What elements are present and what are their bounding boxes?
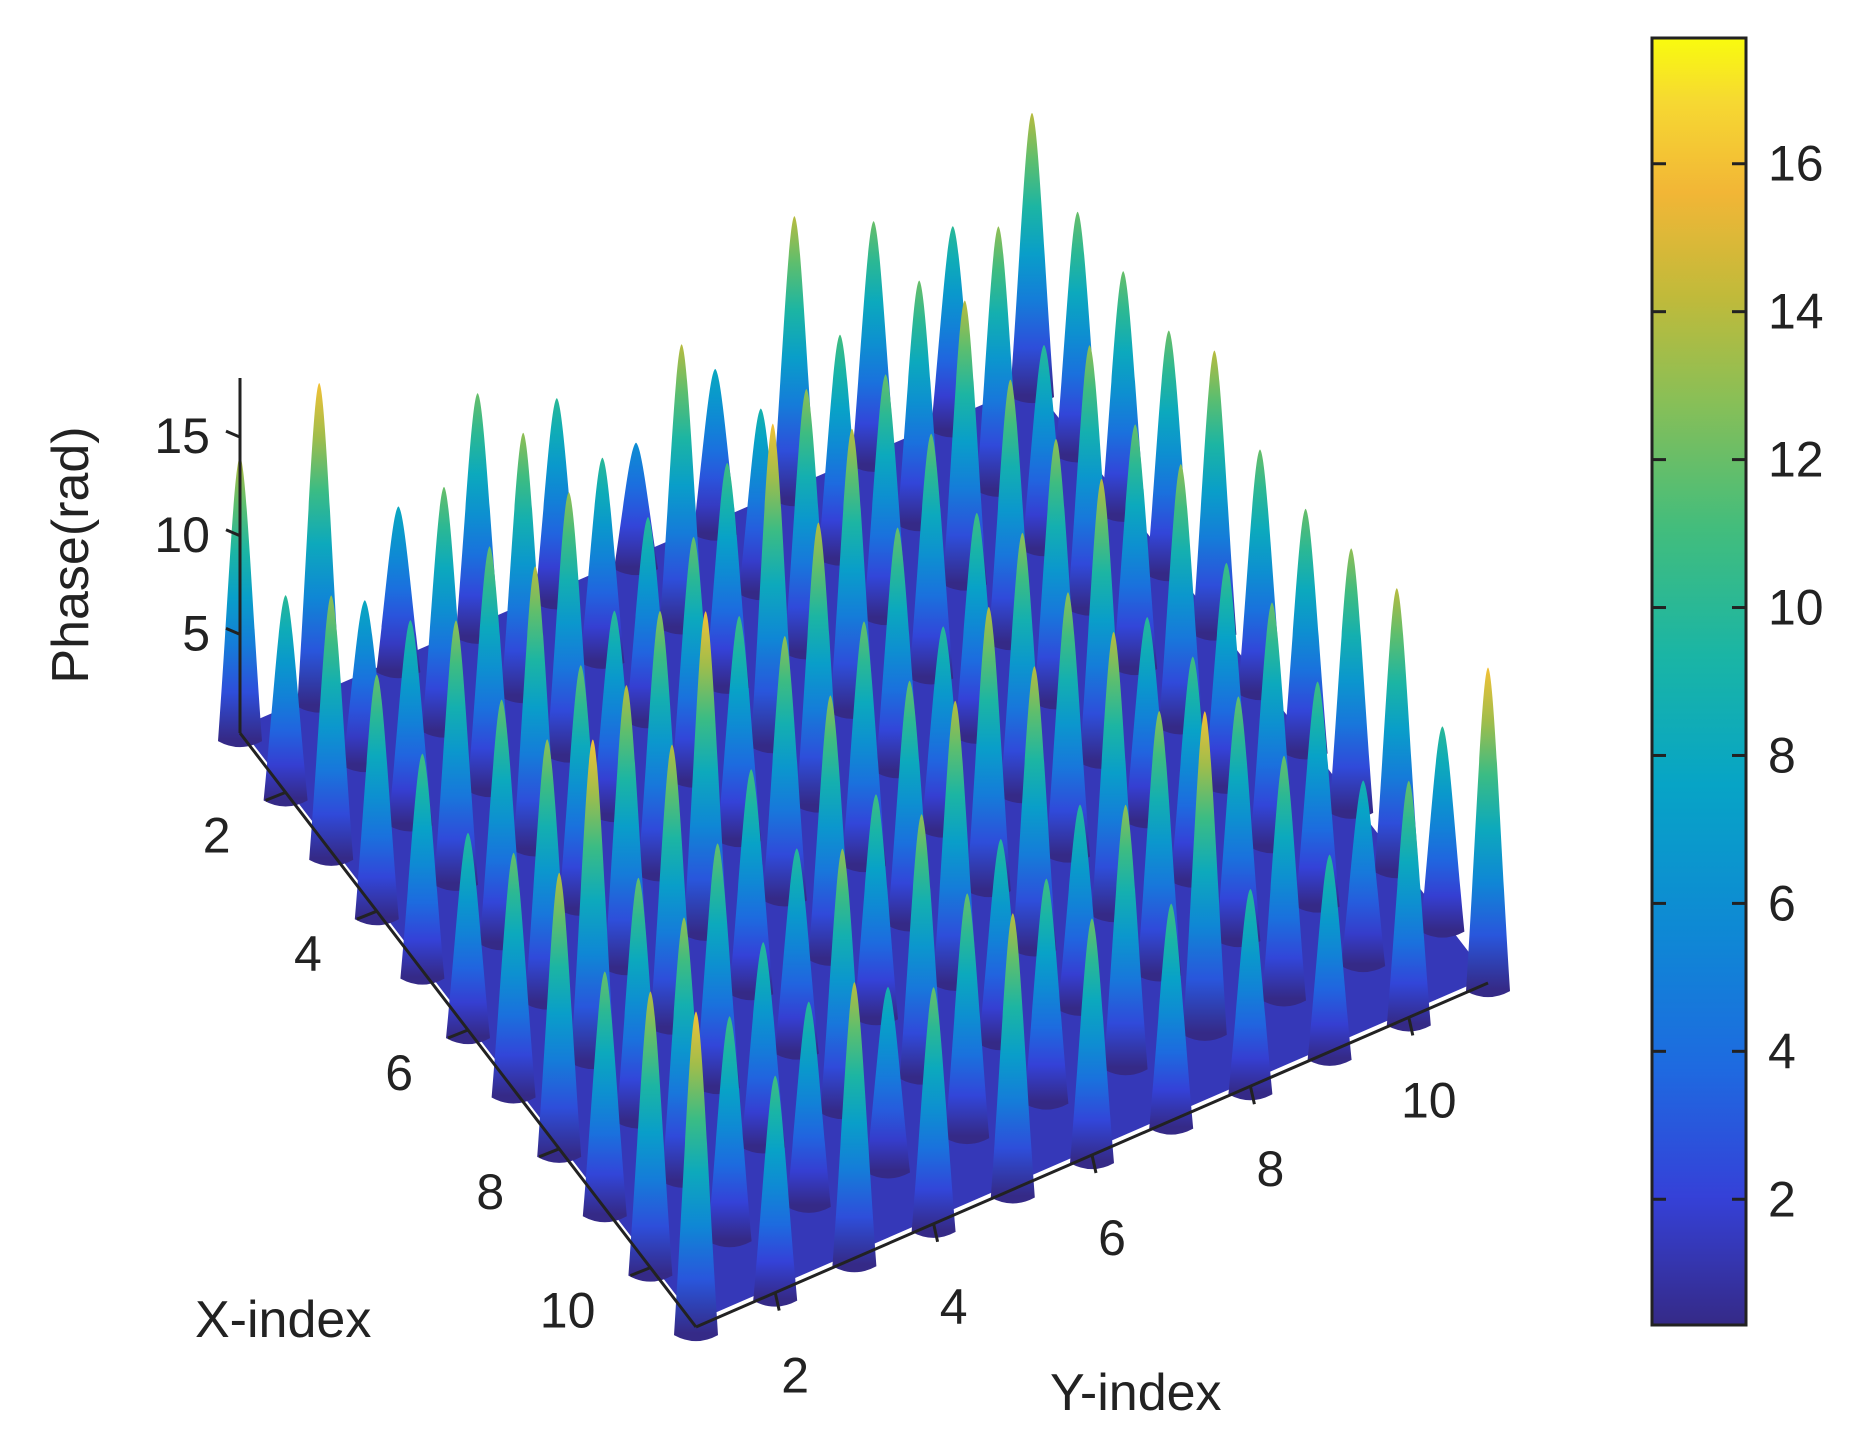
y-tick-label: 8 bbox=[1256, 1141, 1284, 1197]
colorbar-tick-label: 8 bbox=[1768, 727, 1796, 783]
colorbar-tick-label: 2 bbox=[1768, 1171, 1796, 1227]
z-ticks: 5 10 15 bbox=[154, 408, 241, 661]
colorbar-ticks: 2 4 6 8 10 12 14 16 bbox=[1652, 136, 1824, 1227]
x-tick-label: 2 bbox=[203, 807, 231, 863]
surface-peak bbox=[707, 1016, 752, 1248]
z-tick-label: 15 bbox=[154, 408, 210, 464]
y-tick-mark bbox=[773, 1292, 781, 1311]
y-tick-label: 10 bbox=[1401, 1072, 1457, 1128]
surface-peak bbox=[1307, 854, 1352, 1066]
surface-peak bbox=[854, 794, 898, 1026]
colorbar-tick-label: 16 bbox=[1768, 136, 1824, 192]
y-axis-title: Y-index bbox=[1050, 1364, 1222, 1422]
surface-peak bbox=[354, 674, 399, 926]
surface-peak bbox=[1149, 903, 1194, 1135]
surface-peak bbox=[753, 1075, 798, 1307]
y-tick-mark bbox=[1248, 1085, 1256, 1105]
surface-peak bbox=[909, 433, 954, 685]
surface-peak bbox=[832, 982, 877, 1273]
surface-peak bbox=[628, 991, 673, 1282]
surface-peak bbox=[1046, 592, 1090, 863]
x-tick-mark bbox=[356, 909, 378, 921]
colorbar bbox=[1650, 36, 1748, 1327]
surface-peak bbox=[1216, 696, 1261, 948]
surface-peak bbox=[1113, 424, 1158, 676]
z-tick-mark bbox=[225, 627, 241, 636]
y-tick-label: 4 bbox=[940, 1279, 968, 1335]
surface-peaks bbox=[218, 112, 1510, 1342]
y-ticks: 2 4 6 8 10 bbox=[773, 1017, 1457, 1404]
surface-peak bbox=[1262, 755, 1306, 1007]
surface-peak bbox=[786, 1001, 831, 1213]
surface-peak bbox=[911, 987, 956, 1238]
y-tick-mark bbox=[1090, 1154, 1098, 1174]
z-tick-mark bbox=[225, 429, 241, 439]
x-tick-mark bbox=[629, 1266, 651, 1277]
colorbar-tick-label: 10 bbox=[1768, 580, 1824, 636]
colorbar-tick-label: 14 bbox=[1768, 284, 1824, 340]
x-tick-mark bbox=[447, 1028, 469, 1040]
surface-peak bbox=[1070, 918, 1114, 1170]
surface-peak bbox=[491, 852, 536, 1104]
surface-peak bbox=[729, 769, 774, 1001]
z-axis-title: Phase(rad) bbox=[42, 426, 100, 683]
surface-peak bbox=[1420, 726, 1465, 938]
surface-peak bbox=[582, 971, 627, 1223]
surface-peak bbox=[1466, 667, 1510, 998]
surface-peak bbox=[1295, 681, 1340, 913]
surface-peak bbox=[945, 893, 990, 1145]
surface-peak bbox=[1228, 888, 1273, 1101]
surface-peak bbox=[400, 753, 445, 985]
surface-peak bbox=[537, 872, 582, 1163]
z-tick-label: 5 bbox=[182, 605, 210, 661]
z-tick-label: 10 bbox=[154, 507, 210, 563]
surface-peak bbox=[434, 620, 478, 891]
y-tick-mark bbox=[1407, 1017, 1415, 1036]
surface-peak bbox=[1103, 804, 1148, 1076]
x-tick-label: 8 bbox=[476, 1164, 504, 1220]
surface-peak bbox=[1386, 780, 1431, 1032]
surface-peak bbox=[1341, 780, 1386, 973]
x-tick-mark bbox=[265, 791, 287, 802]
surface-peak bbox=[966, 606, 1011, 898]
surface-peak bbox=[866, 986, 910, 1179]
surface-peak bbox=[1329, 548, 1374, 819]
colorbar-tick-label: 12 bbox=[1768, 432, 1824, 488]
y-tick-label: 2 bbox=[781, 1348, 809, 1404]
z-tick-mark bbox=[225, 528, 241, 538]
colorbar-tick-label: 6 bbox=[1768, 875, 1796, 931]
surface-peak bbox=[762, 636, 807, 907]
surface-peak bbox=[674, 1011, 718, 1342]
surface-peak bbox=[990, 913, 1035, 1204]
surface-peak bbox=[263, 595, 308, 807]
surface-peak bbox=[1010, 112, 1054, 404]
x-axis-title: X-index bbox=[195, 1291, 371, 1349]
surface-peak bbox=[309, 595, 354, 866]
x-tick-label: 4 bbox=[294, 926, 322, 982]
y-tick-mark bbox=[932, 1223, 940, 1243]
x-tick-mark bbox=[538, 1147, 560, 1159]
surface-peak bbox=[446, 832, 490, 1045]
x-tick-label: 6 bbox=[385, 1045, 413, 1101]
surface-peak bbox=[1024, 878, 1069, 1110]
x-tick-label: 10 bbox=[540, 1283, 596, 1339]
colorbar-tick-label: 4 bbox=[1768, 1023, 1796, 1079]
surface-peak bbox=[1182, 711, 1227, 1041]
y-tick-label: 6 bbox=[1098, 1210, 1126, 1266]
x-ticks: 2 4 6 8 10 bbox=[203, 791, 651, 1339]
